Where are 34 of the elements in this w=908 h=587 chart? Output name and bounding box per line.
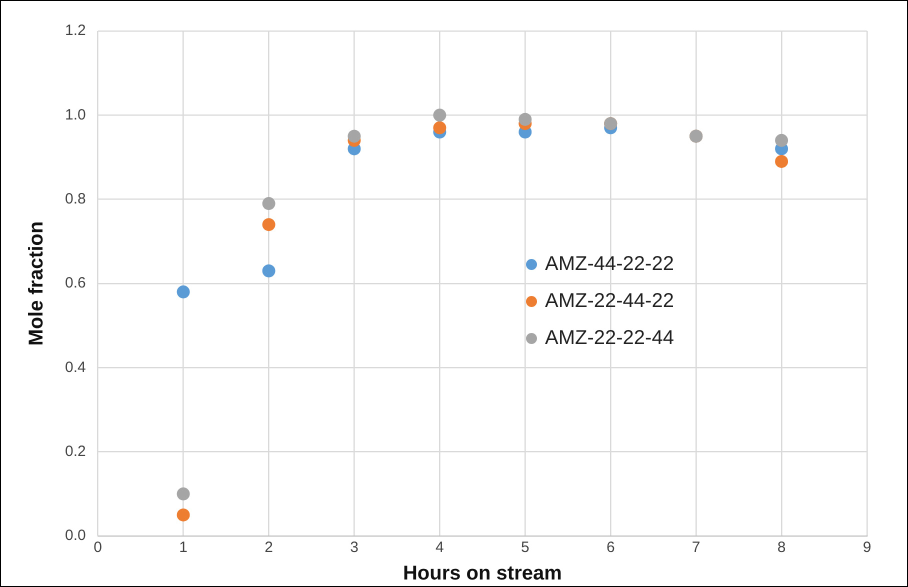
- y-tick-label: 0.4: [64, 358, 86, 376]
- point: [518, 112, 532, 126]
- point: [775, 154, 788, 168]
- x-tick-label: 3: [350, 539, 358, 556]
- point: [262, 264, 276, 278]
- x-tick-label: 7: [692, 539, 700, 556]
- point: [176, 487, 190, 500]
- x-tick-label: 5: [520, 539, 530, 556]
- y-tick-label: 0.8: [64, 190, 86, 208]
- point: [262, 197, 276, 210]
- x-tick-label: 4: [436, 539, 444, 556]
- x-axis-title: Hours on stream: [402, 562, 562, 585]
- y-tick-label: 0.6: [64, 274, 86, 292]
- x-tick-label: 8: [777, 539, 786, 556]
- y-tick-label: 1.2: [64, 22, 86, 40]
- legend-label: AMZ-22-44-22: [545, 289, 674, 314]
- point: [348, 130, 361, 143]
- x-tick-label: 1: [179, 539, 188, 556]
- y-tick-label: 1.0: [64, 106, 86, 124]
- y-tick-label: 0.0: [64, 527, 86, 544]
- point: [433, 108, 446, 122]
- x-tick-label: 0: [94, 539, 102, 556]
- x-tick-label: 6: [606, 539, 615, 556]
- point: [775, 134, 788, 147]
- x-tick-label: 9: [862, 539, 872, 556]
- point: [176, 508, 190, 522]
- point: [433, 121, 446, 134]
- legend-label: AMZ-22-22-44: [545, 326, 674, 351]
- point: [176, 285, 190, 298]
- point: [262, 218, 276, 232]
- y-tick-label: 0.2: [64, 442, 86, 460]
- legend-label: AMZ-44-22-22: [545, 252, 674, 277]
- x-tick-label: 2: [264, 539, 273, 556]
- y-axis-title: Mole fraction: [26, 221, 48, 346]
